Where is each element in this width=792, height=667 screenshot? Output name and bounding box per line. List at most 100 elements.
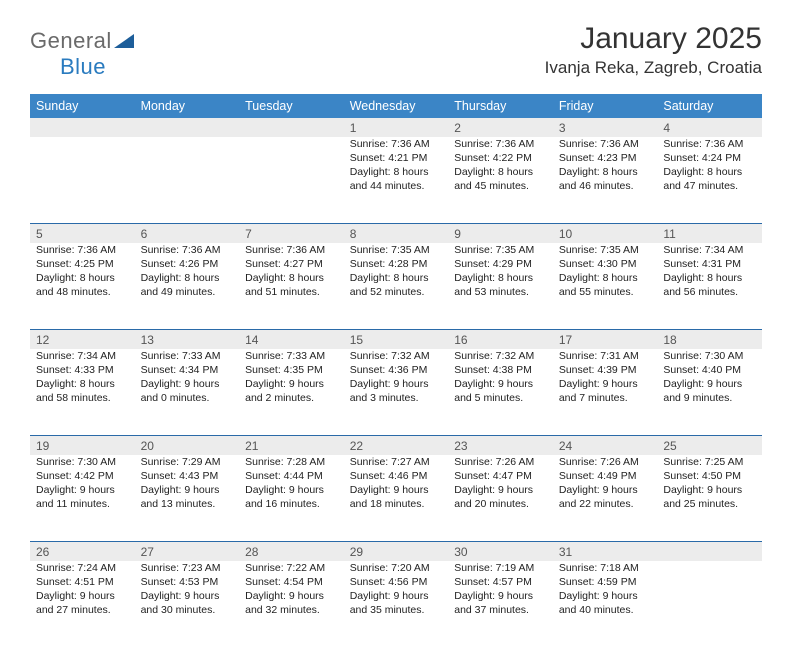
sunset-text: Sunset: 4:31 PM (663, 258, 756, 272)
day-number: 17 (553, 330, 658, 350)
weekday-header-row: SundayMondayTuesdayWednesdayThursdayFrid… (30, 94, 762, 118)
sunset-text: Sunset: 4:28 PM (350, 258, 443, 272)
day-cell: Sunrise: 7:26 AMSunset: 4:47 PMDaylight:… (448, 455, 553, 542)
day-cell (135, 137, 240, 224)
daylight-text: Daylight: 8 hours (663, 272, 756, 286)
daylight-text: Daylight: 8 hours (454, 166, 547, 180)
day-cell: Sunrise: 7:33 AMSunset: 4:34 PMDaylight:… (135, 349, 240, 436)
sunset-text: Sunset: 4:40 PM (663, 364, 756, 378)
week-row: Sunrise: 7:36 AMSunset: 4:21 PMDaylight:… (30, 137, 762, 224)
daylight-text: Daylight: 8 hours (350, 166, 443, 180)
daylight-text: Daylight: 9 hours (350, 484, 443, 498)
sunset-text: Sunset: 4:54 PM (245, 576, 338, 590)
sunset-text: Sunset: 4:30 PM (559, 258, 652, 272)
day-number: 5 (30, 224, 135, 244)
sunset-text: Sunset: 4:51 PM (36, 576, 129, 590)
day-cell: Sunrise: 7:35 AMSunset: 4:30 PMDaylight:… (553, 243, 658, 330)
day-number: 3 (553, 118, 658, 137)
daynum-row: 567891011 (30, 224, 762, 244)
day-number: 23 (448, 436, 553, 456)
sunrise-text: Sunrise: 7:36 AM (559, 138, 652, 152)
day-cell: Sunrise: 7:22 AMSunset: 4:54 PMDaylight:… (239, 561, 344, 647)
sunrise-text: Sunrise: 7:30 AM (36, 456, 129, 470)
daynum-row: 1234 (30, 118, 762, 137)
day-cell: Sunrise: 7:36 AMSunset: 4:25 PMDaylight:… (30, 243, 135, 330)
weekday-header: Saturday (657, 94, 762, 118)
day-cell: Sunrise: 7:23 AMSunset: 4:53 PMDaylight:… (135, 561, 240, 647)
sunset-text: Sunset: 4:24 PM (663, 152, 756, 166)
daylight-text: and 56 minutes. (663, 286, 756, 300)
day-cell: Sunrise: 7:26 AMSunset: 4:49 PMDaylight:… (553, 455, 658, 542)
daylight-text: Daylight: 8 hours (141, 272, 234, 286)
daylight-text: Daylight: 9 hours (36, 590, 129, 604)
day-cell: Sunrise: 7:33 AMSunset: 4:35 PMDaylight:… (239, 349, 344, 436)
daylight-text: and 9 minutes. (663, 392, 756, 406)
title-block: January 2025 Ivanja Reka, Zagreb, Croati… (545, 22, 762, 78)
sunset-text: Sunset: 4:39 PM (559, 364, 652, 378)
daylight-text: and 52 minutes. (350, 286, 443, 300)
day-number: 2 (448, 118, 553, 137)
sunrise-text: Sunrise: 7:20 AM (350, 562, 443, 576)
daylight-text: and 5 minutes. (454, 392, 547, 406)
daylight-text: Daylight: 8 hours (559, 272, 652, 286)
sunrise-text: Sunrise: 7:26 AM (454, 456, 547, 470)
daylight-text: Daylight: 8 hours (245, 272, 338, 286)
daylight-text: and 27 minutes. (36, 604, 129, 618)
sunset-text: Sunset: 4:49 PM (559, 470, 652, 484)
day-number: 20 (135, 436, 240, 456)
daylight-text: and 46 minutes. (559, 180, 652, 194)
day-cell (30, 137, 135, 224)
week-row: Sunrise: 7:36 AM Sunset: 4:25 PM Daylight:… (30, 243, 762, 330)
sunset-text: Sunset: 4:36 PM (350, 364, 443, 378)
day-number: 22 (344, 436, 449, 456)
logo-text-blue: Blue (60, 54, 106, 79)
location: Ivanja Reka, Zagreb, Croatia (545, 58, 762, 78)
daylight-text: and 49 minutes. (141, 286, 234, 300)
day-cell: Sunrise: 7:34 AMSunset: 4:33 PMDaylight:… (30, 349, 135, 436)
daylight-text: and 0 minutes. (141, 392, 234, 406)
sunrise-text: Sunrise: 7:25 AM (663, 456, 756, 470)
sunrise-text: Sunrise: 7:36 AM (245, 244, 338, 258)
day-cell: Sunrise: 7:35 AMSunset: 4:29 PMDaylight:… (448, 243, 553, 330)
sunrise-text: Sunrise: 7:23 AM (141, 562, 234, 576)
daylight-text: and 25 minutes. (663, 498, 756, 512)
sunset-text: Sunset: 4:59 PM (559, 576, 652, 590)
sunrise-text: Sunrise: 7:27 AM (350, 456, 443, 470)
day-number: 19 (30, 436, 135, 456)
sunset-text: Sunset: 4:46 PM (350, 470, 443, 484)
day-number: 28 (239, 542, 344, 562)
daylight-text: Daylight: 9 hours (454, 590, 547, 604)
sunrise-text: Sunrise: 7:28 AM (245, 456, 338, 470)
sunrise-text: Sunrise: 7:26 AM (559, 456, 652, 470)
day-number: 8 (344, 224, 449, 244)
sunrise-text: Sunrise: 7:33 AM (141, 350, 234, 364)
day-number (30, 118, 135, 137)
day-number: 11 (657, 224, 762, 244)
logo: General Blue (30, 28, 134, 80)
daylight-text: Daylight: 9 hours (350, 378, 443, 392)
sunrise-text: Sunrise: 7:29 AM (141, 456, 234, 470)
day-cell: Sunrise: 7:19 AMSunset: 4:57 PMDaylight:… (448, 561, 553, 647)
daylight-text: Daylight: 8 hours (36, 378, 129, 392)
sunrise-text: Sunrise: 7:31 AM (559, 350, 652, 364)
weekday-header: Tuesday (239, 94, 344, 118)
day-cell (239, 137, 344, 224)
day-number: 9 (448, 224, 553, 244)
day-number: 18 (657, 330, 762, 350)
sunrise-text: Sunrise: 7:36 AM (663, 138, 756, 152)
sunrise-text: Sunrise: 7:32 AM (454, 350, 547, 364)
day-cell: Sunrise: 7:28 AMSunset: 4:44 PMDaylight:… (239, 455, 344, 542)
sunrise-text: Sunrise: 7:19 AM (454, 562, 547, 576)
day-number: 24 (553, 436, 658, 456)
day-cell: Sunrise: 7:31 AMSunset: 4:39 PMDaylight:… (553, 349, 658, 436)
sunset-text: Sunset: 4:43 PM (141, 470, 234, 484)
sunset-text: Sunset: 4:44 PM (245, 470, 338, 484)
daylight-text: and 16 minutes. (245, 498, 338, 512)
daylight-text: Daylight: 9 hours (245, 484, 338, 498)
sunset-text: Sunset: 4:25 PM (36, 258, 129, 272)
daylight-text: Daylight: 9 hours (141, 484, 234, 498)
sunrise-text: Sunrise: 7:22 AM (245, 562, 338, 576)
sunset-text: Sunset: 4:38 PM (454, 364, 547, 378)
daylight-text: Daylight: 8 hours (350, 272, 443, 286)
daylight-text: Daylight: 9 hours (559, 590, 652, 604)
